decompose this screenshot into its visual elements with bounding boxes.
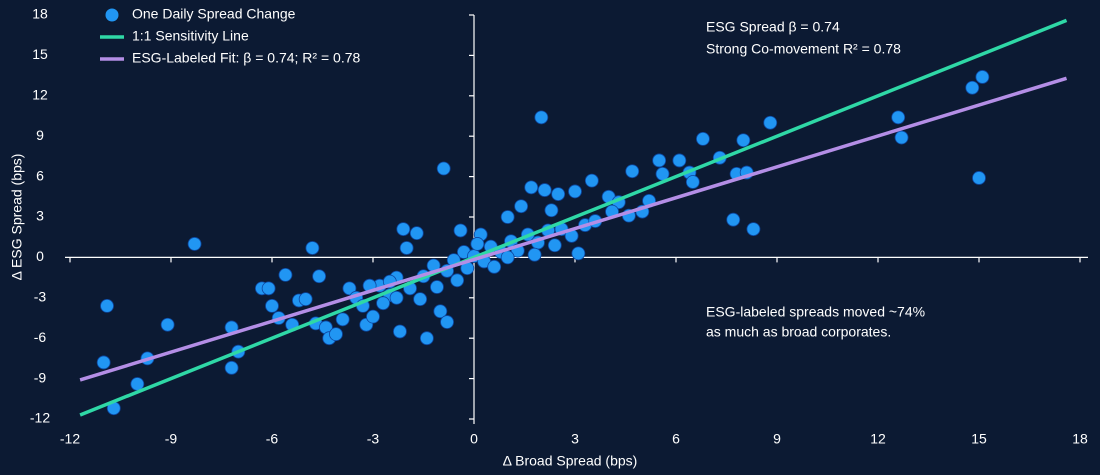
scatter-point [409,226,424,241]
scatter-point [393,324,407,339]
scatter-point [551,187,566,202]
x-tick-label: 0 [470,431,478,447]
scatter-point [298,292,313,307]
scatter-point [396,222,411,237]
scatter-point [500,210,515,224]
scatter-point [413,292,428,307]
scatter-point [652,153,667,168]
legend-label: ESG-Labeled Fit: β = 0.74; R² = 0.78 [132,50,361,66]
scatter-point [389,290,404,305]
scatter-point [544,203,559,218]
legend-marker [105,8,119,22]
x-tick-label: -3 [367,431,380,447]
y-tick-label: 6 [36,167,44,183]
scatter-point [224,360,239,375]
scatter-point [537,183,552,197]
scatter-point [96,355,111,370]
scatter-point [584,173,599,188]
x-tick-label: -12 [60,431,80,447]
scatter-point [433,304,448,319]
scatter-point [376,296,391,311]
scatter-point [763,115,778,130]
scatter-point [972,171,986,185]
x-tick-label: 9 [773,431,781,447]
x-tick-label: 6 [672,431,680,447]
y-tick-label: 3 [36,208,44,224]
y-tick-label: 15 [32,46,48,62]
legend-label: 1:1 Sensitivity Line [132,28,249,44]
scatter-point [685,175,700,189]
x-tick-label: -6 [266,431,279,447]
y-tick-label: 18 [32,6,48,22]
y-tick-label: 9 [36,127,44,143]
scatter-point [100,298,114,313]
annotation: Strong Co-movement R² = 0.78 [706,41,901,57]
x-tick-label: -9 [165,431,178,447]
scatter-point [278,268,293,282]
scatter-point [399,241,414,255]
y-tick-label: 0 [36,248,44,264]
y-tick-label: -12 [30,410,50,426]
x-axis-label: Δ Broad Spread (bps) [503,453,638,469]
scatter-point [335,312,350,327]
scatter-point [500,250,515,265]
scatter-point [534,110,549,125]
scatter-point [450,273,465,288]
y-tick-label: -9 [34,369,47,385]
scatter-point [568,184,582,199]
scatter-point [419,331,434,346]
x-tick-label: 3 [571,431,579,447]
scatter-point [312,269,327,284]
y-tick-label: -6 [34,329,47,345]
fit-line [79,18,1068,417]
scatter-point [436,161,451,176]
scatter-point [514,199,529,214]
scatter-point [571,246,586,261]
scatter-point [366,309,380,324]
y-tick-label: -3 [34,289,47,305]
scatter-point [625,164,640,179]
note: ESG-labeled spreads moved ~74% [706,304,925,320]
scatter-point [487,259,502,274]
scatter-point [305,241,320,255]
scatter-point [440,315,454,329]
note: as much as broad corporates. [706,324,891,340]
x-tick-label: 12 [870,431,886,447]
scatter-point [329,327,343,342]
legend-label: One Daily Spread Change [132,6,296,22]
scatter-point [547,238,562,253]
scatter-point [187,237,202,251]
scatter-point [342,281,357,296]
scatter-point [696,131,710,146]
annotation: ESG Spread β = 0.74 [706,19,840,35]
x-tick-label: 18 [1072,431,1088,447]
scatter-point [672,153,687,168]
scatter-point [453,223,468,238]
scatter-point [975,70,990,84]
y-axis-label: Δ ESG Spread (bps) [9,154,25,281]
scatter-point [265,298,279,313]
scatter-point [965,80,980,95]
scatter-point [261,281,276,296]
scatter-point [160,317,175,332]
scatter-point [736,133,751,148]
scatter-point [891,110,906,125]
scatter-point [726,212,741,227]
scatter-point [746,222,761,237]
scatter-point [430,280,444,294]
fit-line [79,76,1068,382]
scatter-point [527,247,542,262]
scatter-point [470,237,485,251]
y-tick-label: 12 [32,87,48,103]
x-tick-label: 15 [971,431,987,447]
scatter-point [894,130,909,145]
scatter-point [524,180,539,195]
